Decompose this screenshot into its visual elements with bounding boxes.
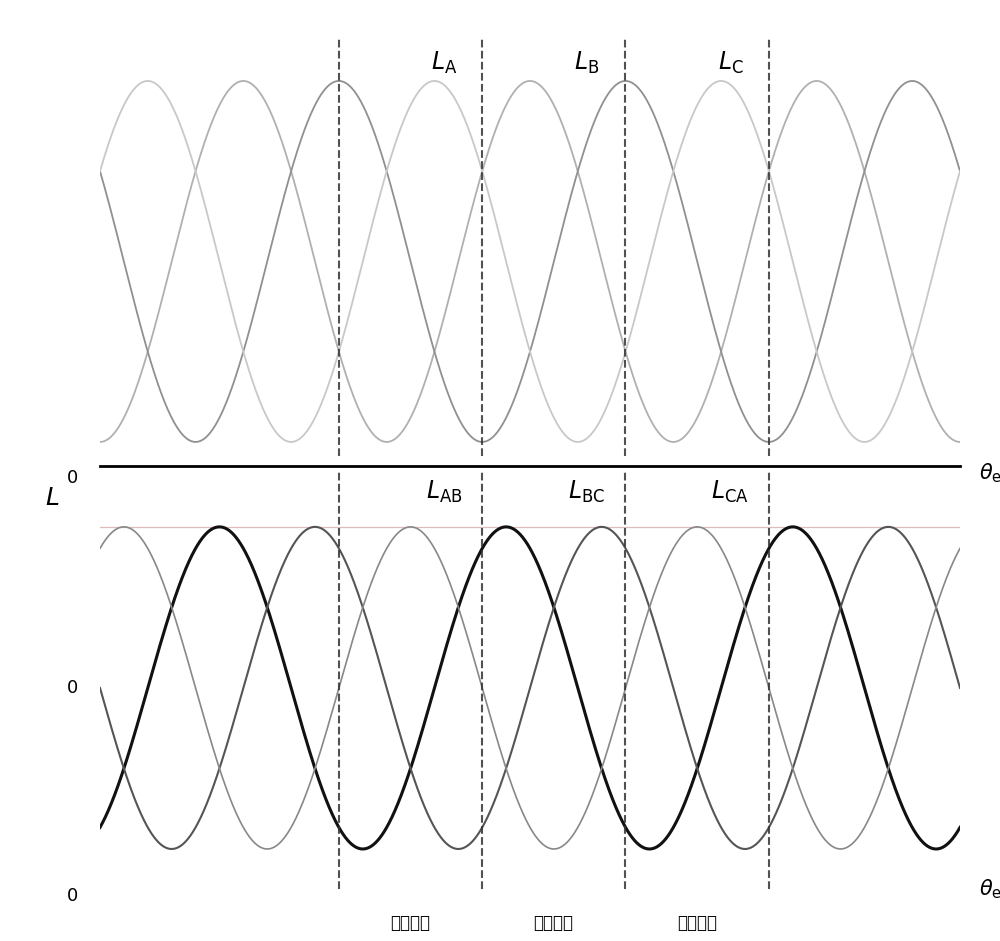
Text: 第二区间: 第二区间 xyxy=(533,915,573,933)
Text: $L_{\rm BC}$: $L_{\rm BC}$ xyxy=(568,479,605,505)
Text: $L$: $L$ xyxy=(45,486,60,510)
Text: 第三区间: 第三区间 xyxy=(677,915,717,933)
Text: $L$: $L$ xyxy=(45,0,60,4)
Text: $\theta_{\rm e}$: $\theta_{\rm e}$ xyxy=(979,461,1000,485)
Text: $\theta_{\rm e}$: $\theta_{\rm e}$ xyxy=(979,877,1000,901)
Text: $L_{\rm B}$: $L_{\rm B}$ xyxy=(574,50,599,76)
Text: 0: 0 xyxy=(67,469,78,486)
Text: 第一区间: 第一区间 xyxy=(390,915,430,933)
Text: $L_{\rm A}$: $L_{\rm A}$ xyxy=(431,50,457,76)
Text: $L_{\rm AB}$: $L_{\rm AB}$ xyxy=(426,479,462,505)
Text: 0: 0 xyxy=(67,678,78,697)
Text: $L_{\rm C}$: $L_{\rm C}$ xyxy=(718,50,743,76)
Text: $L_{\rm CA}$: $L_{\rm CA}$ xyxy=(711,479,749,505)
Text: 0: 0 xyxy=(67,887,78,905)
